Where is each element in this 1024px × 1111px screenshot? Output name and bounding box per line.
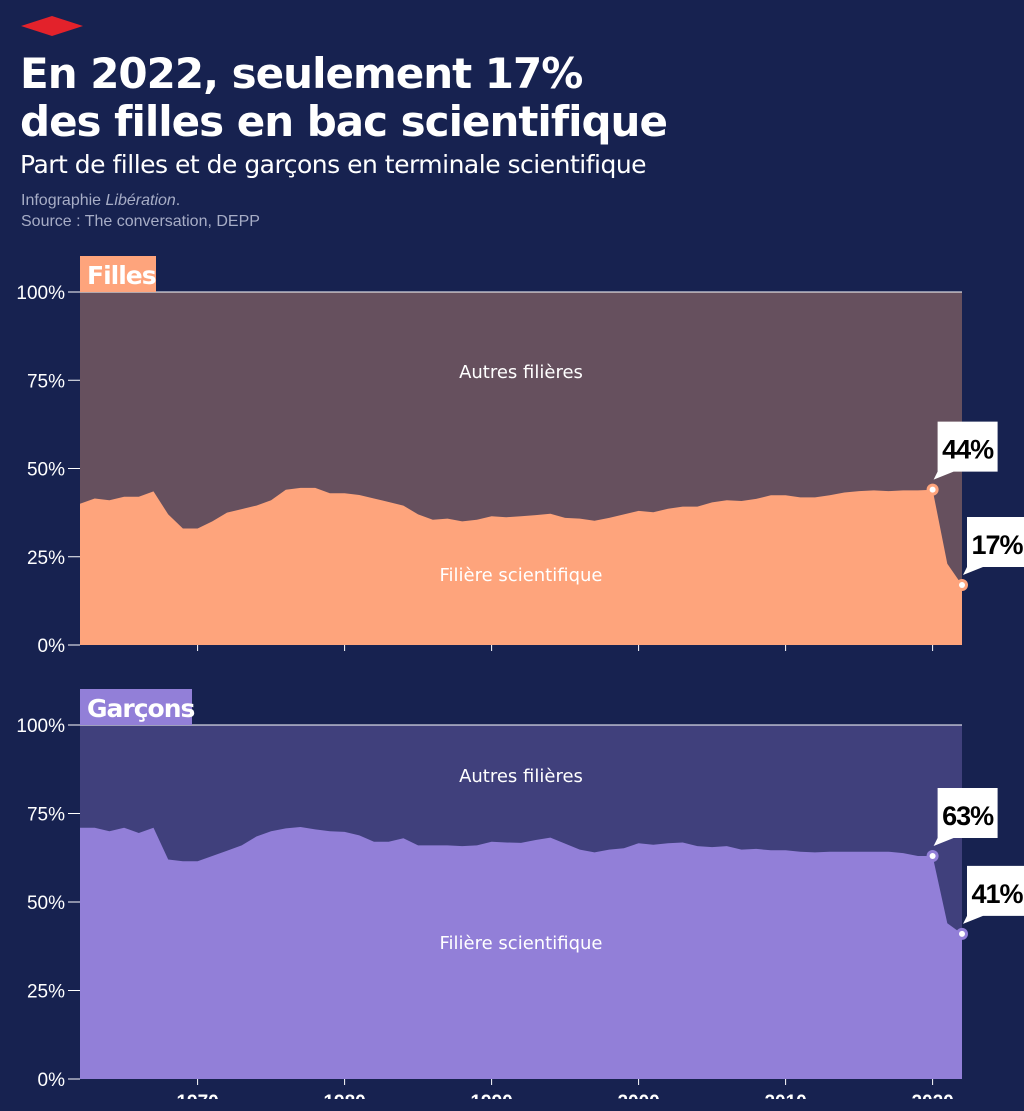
annotation-label: 41% (971, 879, 1023, 909)
x-tick-label: 2000 (617, 1092, 659, 1099)
y-tick-label: 100% (16, 716, 65, 737)
panel-tag-filles (80, 256, 156, 292)
x-tick-label: 1970 (176, 1092, 218, 1099)
y-tick-label: 50% (27, 460, 65, 481)
x-tick-label: 1990 (470, 658, 512, 660)
annotation-marker-dot (959, 581, 965, 588)
area-label-scientifique: Filière scientifique (440, 565, 603, 586)
annotation-callout-box (963, 516, 1024, 575)
credit-line: Infographie Libération. (21, 190, 260, 211)
credit-brand: Libération (105, 192, 176, 209)
annotation-marker-dot (929, 486, 936, 493)
annotation-marker-dot (959, 930, 965, 937)
area-filiere-scientifique (80, 827, 962, 1079)
annotation-label: 44% (942, 435, 994, 465)
annotation-callout-box (933, 421, 998, 480)
credit-suffix: . (175, 192, 181, 209)
x-tick-label: 2000 (617, 658, 659, 660)
y-tick-label: 25% (27, 982, 65, 1003)
annotation-label: 63% (942, 801, 994, 831)
y-tick-label: 50% (27, 893, 65, 914)
annotation-marker-dot (929, 852, 936, 859)
annotation-callout-box (963, 865, 1024, 924)
panel-tag-label: Garçons (87, 694, 195, 723)
annotation-callout-box (933, 787, 998, 846)
source-line: Source : The conversation, DEPP (21, 213, 260, 230)
title-line-2: des filles en bac scientifique (20, 97, 668, 146)
y-tick-label: 100% (16, 283, 65, 304)
credit-block: Infographie Libération. Source : The con… (21, 190, 260, 232)
panel-tag-label: Filles (87, 261, 156, 290)
page-subtitle: Part de filles et de garçons en terminal… (20, 150, 647, 179)
chart-filles: 0% 25% 50% 75% 100% 1970 1980 1990 2000 2010 2020 F… (16, 256, 1024, 660)
chart-garcons: 0% 25% 50% 75% 100% 1970 1980 1990 2000 2010 2020 G… (16, 689, 1024, 1099)
x-tick-label: 2010 (764, 658, 806, 660)
credit-prefix: Infographie (21, 192, 106, 209)
liberation-logo-icon (21, 16, 83, 36)
annotation-label: 17% (971, 530, 1023, 560)
y-tick-label: 75% (27, 805, 65, 826)
y-tick-label: 25% (27, 548, 65, 569)
area-label-autres: Autres filières (459, 766, 583, 787)
y-tick-label: 0% (38, 636, 66, 657)
area-label-autres: Autres filières (459, 362, 583, 383)
x-tick-label: 1980 (323, 658, 365, 660)
x-tick-label: 2010 (764, 1092, 806, 1099)
x-tick-label: 2020 (911, 658, 953, 660)
area-label-scientifique: Filière scientifique (440, 933, 603, 954)
y-tick-label: 75% (27, 371, 65, 392)
panel-tag-garcons (80, 689, 192, 725)
title-line-1: En 2022, seulement 17% (20, 49, 583, 98)
x-tick-label: 1970 (176, 658, 218, 660)
x-tick-label: 1990 (470, 1092, 512, 1099)
x-tick-label: 1980 (323, 1092, 365, 1099)
y-tick-label: 0% (38, 1070, 66, 1091)
area-filiere-scientifique (80, 487, 962, 645)
x-tick-label: 2020 (911, 1092, 953, 1099)
page-title: En 2022, seulement 17% des filles en bac … (20, 50, 1000, 146)
